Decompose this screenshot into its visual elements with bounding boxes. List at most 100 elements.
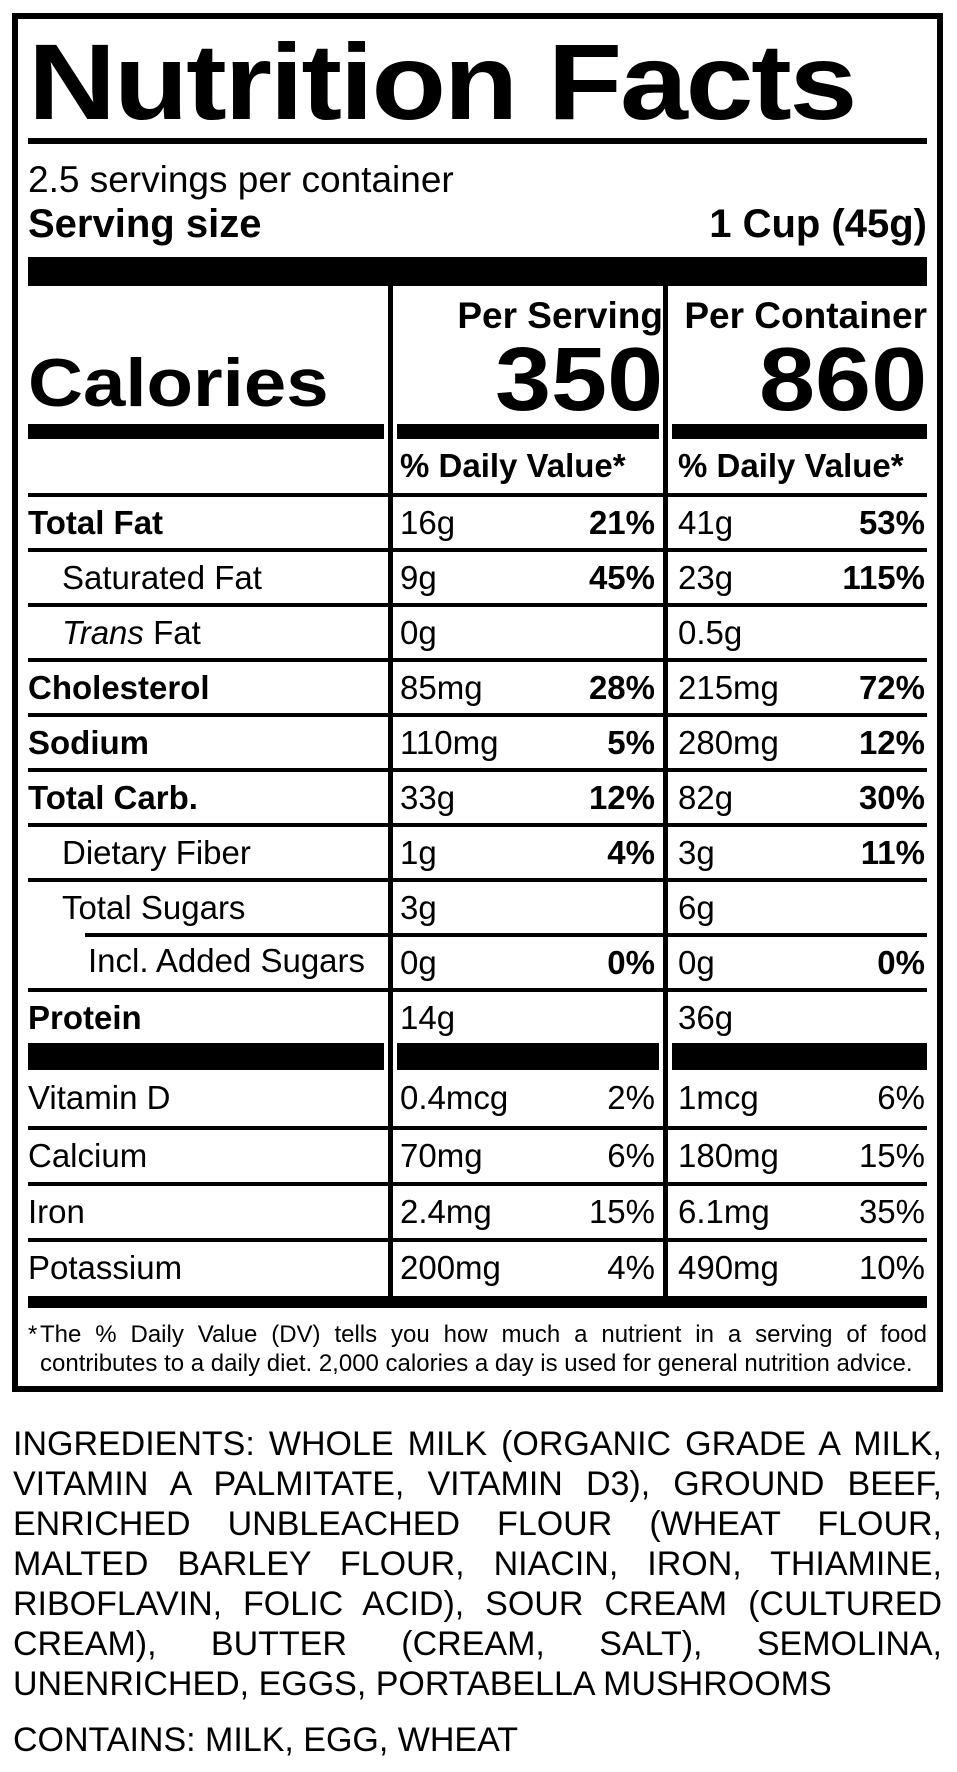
vitamin-amount: 200mg [400,1249,501,1286]
calories-value: 350 [494,330,663,430]
vitamin-dv: 6% [877,1079,925,1116]
footnote-marker: * [28,1321,38,1348]
calories-cell: Per Container 860 [668,286,927,426]
calories-rule-bar [397,424,659,439]
nutrient-dv: 0% [607,943,655,981]
vitamin-value-row: 180mg 15% [668,1126,927,1182]
calories-rule-bar [672,424,927,439]
nutrient-value-row: 0g [393,603,663,658]
calories-column-header: Per Serving [457,295,663,336]
vitamin-dv: 10% [858,1249,925,1286]
nutrient-amount: 0.5g [678,613,743,651]
calories-cell: Calories [28,286,388,424]
nutrient-dv: 21% [588,503,655,541]
vitamin-amount: 70mg [400,1137,483,1174]
nutrient-row: Dietary Fiber [28,823,388,878]
protein-divider-bar [397,1043,659,1070]
daily-value-header: % Daily Value* [400,447,626,484]
nutrient-dv: 5% [607,723,655,761]
nutrient-name: Trans Fat [62,613,201,651]
nutrient-value-row: 0g 0% [668,933,927,988]
nutrient-row: Protein [28,988,388,1043]
vitamin-row: Vitamin D [28,1070,388,1126]
label-title: Nutrition Facts [28,21,857,142]
vitamin-name: Vitamin D [28,1079,171,1116]
nutrient-name: Total Carb. [28,778,198,816]
nutrient-amount: 0g [400,613,437,651]
nutrient-row: Total Sugars [28,878,388,933]
nutrient-amount: 280mg [678,723,779,761]
nutrient-value-row: 280mg 12% [668,713,927,768]
nutrient-row: Trans Fat [28,603,388,658]
servings-per-container: 2.5 servings per container [28,159,454,200]
nutrient-value-row: 9g 45% [393,548,663,603]
column-nutrient-names: Calories Total Fat Saturated Fat Trans Fat C… [28,286,388,1296]
vitamin-row: Iron [28,1182,388,1238]
nutrient-row: Total Fat [28,493,388,548]
column-per-container: Per Container 860 % Daily Value* 41g 53% 23g 1… [668,286,927,1296]
ingredients-text: INGREDIENTS: WHOLE MILK (ORGANIC GRADE A… [13,1425,942,1703]
serving-size-row: Serving size 1 Cup (45g) [28,202,927,246]
nutrient-value-row: 6g [668,878,927,933]
serving-size-value: 1 Cup (45g) [709,202,927,246]
daily-value-spacer [28,439,388,493]
nutrient-amount: 85mg [400,668,483,706]
nutrient-name: Total Sugars [62,888,246,926]
vitamin-value-row: 70mg 6% [393,1126,663,1182]
calories-column-header: Per Container [684,295,927,336]
vitamin-value-row: 6.1mg 35% [668,1182,927,1238]
nutrient-amount: 110mg [400,723,499,761]
nutrient-amount: 6g [678,888,715,926]
nutrient-amount: 16g [400,503,456,541]
column-divider [663,286,668,1296]
vitamin-dv: 6% [607,1137,655,1174]
nutrient-amount: 0g [678,943,715,981]
protein-divider-bar [28,1043,384,1070]
nutrient-dv: 0% [877,943,925,981]
nutrient-value-row: 41g 53% [668,493,927,548]
vitamin-amount: 2.4mg [400,1193,492,1230]
nutrient-name: Protein [28,998,142,1036]
nutrient-row: Sodium [28,713,388,768]
nutrient-amount: 36g [678,998,734,1036]
nutrient-dv: 53% [858,503,925,541]
contains-text: CONTAINS: MILK, EGG, WHEAT [13,1721,519,1759]
nutrient-value-row: 85mg 28% [393,658,663,713]
nutrient-amount: 0g [400,943,437,981]
nutrient-dv: 115% [842,558,925,596]
nutrient-amount: 1g [400,833,437,871]
nutrient-amount: 3g [678,833,715,871]
nutrient-row: Total Carb. [28,768,388,823]
nutrient-value-row: 33g 12% [393,768,663,823]
nutrient-name: Saturated Fat [62,558,262,596]
nutrient-dv: 28% [588,668,655,706]
nutrient-value-row: 82g 30% [668,768,927,823]
nutrient-amount: 215mg [678,668,779,706]
vitamin-dv: 15% [588,1193,655,1230]
vitamin-value-row: 2.4mg 15% [393,1182,663,1238]
nutrient-amount: 9g [400,558,437,596]
vitamin-amount: 1mcg [678,1079,759,1116]
nutrient-value-row: 215mg 72% [668,658,927,713]
nutrient-value-row: 3g 11% [668,823,927,878]
serving-size-label: Serving size [28,202,262,246]
nutrient-amount: 82g [678,778,734,816]
nutrient-row: Cholesterol [28,658,388,713]
nutrition-label: Nutrition Facts 2.5 servings per contain… [12,13,943,1392]
nutrient-amount: 41g [678,503,734,541]
nutrient-dv: 45% [588,558,655,596]
footnote-text: The % Daily Value (DV) tells you how muc… [40,1321,927,1377]
vitamin-value-row: 1mcg 6% [668,1070,927,1126]
nutrient-amount: 23g [678,558,734,596]
vitamin-name: Potassium [28,1249,183,1286]
thick-bar-top [28,257,927,286]
nutrient-value-row: 36g [668,988,927,1043]
nutrient-amount: 3g [400,888,437,926]
vitamin-amount: 490mg [678,1249,779,1286]
nutrient-name: Dietary Fiber [62,833,251,871]
nutrient-dv: 11% [860,833,925,871]
nutrient-value-row: 23g 115% [668,548,927,603]
vitamin-amount: 180mg [678,1137,779,1174]
vitamin-dv: 35% [858,1193,925,1230]
nutrient-value-row: 16g 21% [393,493,663,548]
